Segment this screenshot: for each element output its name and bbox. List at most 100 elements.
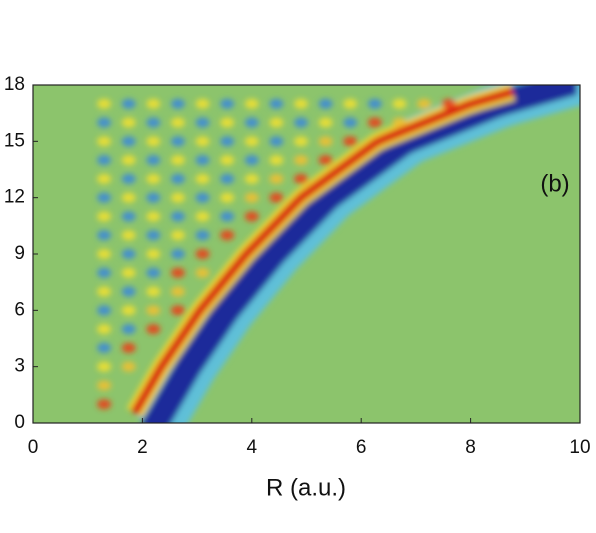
heatmap-blob <box>97 249 112 259</box>
heatmap-blob <box>170 230 185 241</box>
heatmap-blob <box>318 136 333 147</box>
heatmap-blob <box>244 155 259 166</box>
heatmap-blob <box>441 98 456 109</box>
heatmap-blob <box>170 305 185 316</box>
heatmap-blob <box>269 136 284 147</box>
heatmap-blob <box>97 136 112 147</box>
heatmap-blob <box>97 286 112 297</box>
heatmap-blob <box>121 173 136 184</box>
heatmap-blob <box>367 98 382 109</box>
heatmap-blob <box>121 361 136 372</box>
y-tick-label: 15 <box>4 130 25 151</box>
heatmap-blob <box>220 98 235 109</box>
heatmap-blob <box>121 230 136 241</box>
y-tick-label: 18 <box>4 74 25 95</box>
heatmap-blob <box>146 192 161 203</box>
heatmap-blob <box>294 117 309 128</box>
heatmap-blob <box>195 173 210 184</box>
heatmap-blob <box>195 249 210 259</box>
heatmap-blob <box>269 117 284 128</box>
heatmap-blob <box>170 155 185 166</box>
y-tick-label: 12 <box>4 187 25 208</box>
heatmap-blob <box>195 211 210 222</box>
heatmap-blob <box>318 155 333 166</box>
heatmap-blob <box>318 98 333 109</box>
heatmap-blob <box>343 136 358 147</box>
x-tick-label: 0 <box>28 437 39 458</box>
heatmap-blob <box>121 305 136 316</box>
heatmap-blob <box>367 117 382 128</box>
heatmap-blob <box>146 155 161 166</box>
heatmap-blob <box>220 155 235 166</box>
heatmap-blob <box>121 98 136 109</box>
heatmap-blob <box>170 192 185 203</box>
heatmap-blob <box>97 361 112 372</box>
heatmap-blob <box>220 173 235 184</box>
heatmap-blob <box>146 324 161 335</box>
heatmap-blob <box>97 98 112 109</box>
heatmap-blob <box>244 98 259 109</box>
x-tick-label: 8 <box>465 437 476 458</box>
heatmap-blob <box>146 173 161 184</box>
heatmap-blob <box>170 211 185 222</box>
heatmap-blob <box>318 117 333 128</box>
heatmap-blob <box>121 286 136 297</box>
heatmap-blob <box>97 173 112 184</box>
heatmap-blob <box>220 211 235 222</box>
heatmap-blob <box>170 136 185 147</box>
heatmap-crest <box>130 87 515 416</box>
heatmap-blob <box>170 98 185 109</box>
heatmap-blob <box>121 155 136 166</box>
y-tick-label: 3 <box>14 356 25 377</box>
heatmap-blob <box>244 192 259 203</box>
heatmap-blob <box>97 399 112 410</box>
heatmap-blob <box>121 211 136 222</box>
x-tick-label: 6 <box>356 437 367 458</box>
x-axis-label: R (a.u.) <box>266 474 346 501</box>
heatmap-blob <box>121 192 136 203</box>
heatmap-blob <box>220 230 235 241</box>
heatmap-blob <box>244 117 259 128</box>
heatmap-blob <box>269 192 284 203</box>
heatmap-pattern <box>97 85 580 423</box>
heatmap-blob <box>417 98 432 109</box>
heatmap-blob <box>269 98 284 109</box>
heatmap-blob <box>195 267 210 278</box>
heatmap-blob <box>244 136 259 147</box>
heatmap-blob <box>121 342 136 353</box>
heatmap-blob <box>146 286 161 297</box>
heatmap-blob <box>97 267 112 278</box>
heatmap-blob <box>269 173 284 184</box>
heatmap-blob <box>146 249 161 259</box>
heatmap-blob <box>97 155 112 166</box>
heatmap-blob <box>97 117 112 128</box>
heatmap-blob <box>269 155 284 166</box>
heatmap-blob <box>146 117 161 128</box>
heatmap-blob <box>121 249 136 259</box>
heatmap-blob <box>97 324 112 335</box>
heatmap-blob <box>146 211 161 222</box>
heatmap-blob <box>195 136 210 147</box>
heatmap-blob <box>343 98 358 109</box>
heatmap-blob <box>220 117 235 128</box>
heatmap-blob <box>195 98 210 109</box>
heatmap-blob <box>146 136 161 147</box>
heatmap-blob <box>220 136 235 147</box>
heatmap-blob <box>97 342 112 353</box>
heatmap-blob <box>121 324 136 335</box>
heatmap-blob <box>220 192 235 203</box>
heatmap-blob <box>195 117 210 128</box>
heatmap-blob <box>294 98 309 109</box>
heatmap-blob <box>146 98 161 109</box>
heatmap-blob <box>170 249 185 259</box>
y-tick-label: 6 <box>14 299 25 320</box>
heatmap-blob <box>294 173 309 184</box>
heatmap-blob <box>195 155 210 166</box>
heatmap-blob <box>97 211 112 222</box>
heatmap-blob <box>343 117 358 128</box>
heatmap-blob <box>170 286 185 297</box>
heatmap-blob <box>97 192 112 203</box>
heatmap-blob <box>97 305 112 316</box>
heatmap-blob <box>170 173 185 184</box>
